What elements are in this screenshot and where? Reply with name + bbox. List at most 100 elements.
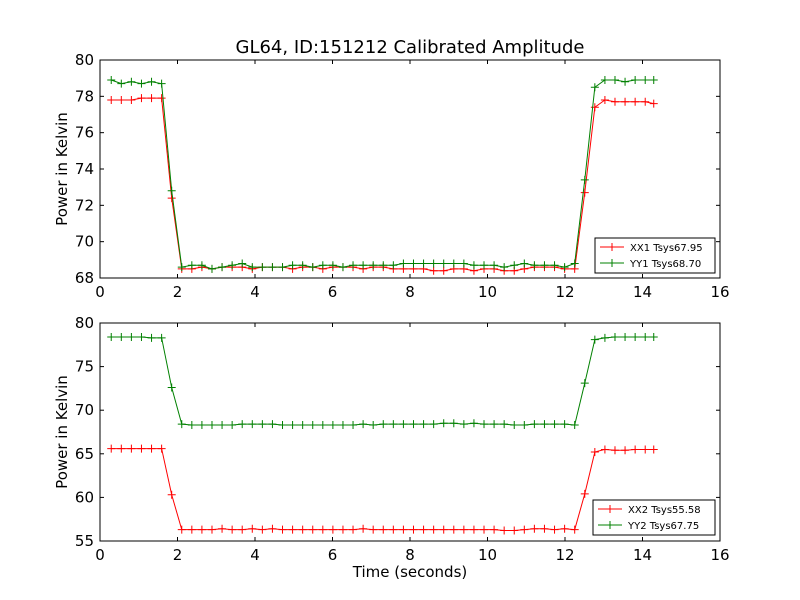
y-tick-label: 80 <box>75 51 94 69</box>
data-point <box>197 421 206 430</box>
data-point <box>641 97 650 106</box>
data-point <box>308 263 317 272</box>
y-axis-label: Power in Kelvin <box>53 112 71 226</box>
data-point <box>560 263 569 272</box>
data-point <box>649 332 658 341</box>
data-point <box>248 263 257 272</box>
data-point <box>449 525 458 534</box>
data-point <box>520 259 529 268</box>
data-point <box>610 75 619 84</box>
data-point <box>600 75 609 84</box>
data-point <box>560 524 569 533</box>
data-point <box>590 83 599 92</box>
data-point <box>419 525 428 534</box>
data-point <box>621 77 630 86</box>
y-tick-label: 72 <box>75 196 94 214</box>
data-point <box>510 261 519 270</box>
data-point <box>127 332 136 341</box>
data-point <box>580 489 589 498</box>
data-point <box>439 525 448 534</box>
y-tick-label: 76 <box>75 124 94 142</box>
data-point <box>439 419 448 428</box>
data-point <box>218 524 227 533</box>
data-point <box>649 75 658 84</box>
data-point <box>469 419 478 428</box>
data-point <box>288 261 297 270</box>
data-point <box>379 261 388 270</box>
data-point <box>258 420 267 429</box>
data-point <box>490 525 499 534</box>
data-point <box>540 261 549 270</box>
x-tick-label: 14 <box>633 283 652 301</box>
legend-marker <box>606 505 614 513</box>
data-point <box>610 446 619 455</box>
data-point <box>520 525 529 534</box>
legend-marker <box>608 243 616 251</box>
legend-label: XX2 Tsys55.58 <box>628 505 701 516</box>
x-tick-label: 8 <box>405 546 415 564</box>
data-point <box>228 421 237 430</box>
data-point <box>379 420 388 429</box>
data-point <box>480 420 489 429</box>
data-point <box>258 263 267 272</box>
data-point <box>649 99 658 108</box>
data-point <box>449 419 458 428</box>
data-point <box>600 95 609 104</box>
data-point <box>631 445 640 454</box>
chart-panel-2: 0 2 4 6 8 10 12 14 16 55 60 65 70 75 80 Power in Kelvin… <box>53 314 730 581</box>
data-point <box>228 525 237 534</box>
data-point <box>530 524 539 533</box>
data-point <box>298 421 307 430</box>
x-tick-label: 10 <box>478 283 497 301</box>
data-point <box>238 259 247 268</box>
data-point <box>570 525 579 534</box>
data-point <box>590 335 599 344</box>
data-point <box>419 420 428 429</box>
y-tick-label: 55 <box>75 532 94 550</box>
data-point <box>621 97 630 106</box>
data-point <box>147 333 156 342</box>
x-tick-label: 0 <box>95 283 105 301</box>
data-point <box>308 525 317 534</box>
data-point <box>500 263 509 272</box>
data-point <box>419 259 428 268</box>
data-point <box>349 261 358 270</box>
data-point <box>641 332 650 341</box>
data-point <box>197 261 206 270</box>
y-axis-label: Power in Kelvin <box>53 375 71 489</box>
data-point <box>600 445 609 454</box>
data-point <box>177 525 186 534</box>
data-point <box>137 94 146 103</box>
data-point <box>248 524 257 533</box>
data-point <box>369 421 378 430</box>
data-point <box>278 263 287 272</box>
data-point <box>318 525 327 534</box>
y-tick-label: 70 <box>75 233 94 251</box>
data-point <box>167 194 176 203</box>
data-point <box>338 525 347 534</box>
data-point <box>338 263 347 272</box>
data-point <box>268 420 277 429</box>
data-point <box>177 420 186 429</box>
data-point <box>490 261 499 270</box>
data-point <box>649 445 658 454</box>
x-tick-label: 6 <box>328 283 338 301</box>
data-point <box>631 97 640 106</box>
chart-title: GL64, ID:151212 Calibrated Amplitude <box>236 37 585 58</box>
data-point <box>530 420 539 429</box>
data-point <box>480 261 489 270</box>
data-point <box>429 525 438 534</box>
data-point <box>631 75 640 84</box>
data-point <box>610 332 619 341</box>
data-point <box>369 261 378 270</box>
data-point <box>288 525 297 534</box>
data-point <box>429 266 438 275</box>
data-point <box>298 525 307 534</box>
data-point <box>147 77 156 86</box>
data-point <box>580 379 589 388</box>
data-point <box>560 420 569 429</box>
x-tick-label: 2 <box>173 283 183 301</box>
data-point <box>318 421 327 430</box>
data-point <box>389 525 398 534</box>
